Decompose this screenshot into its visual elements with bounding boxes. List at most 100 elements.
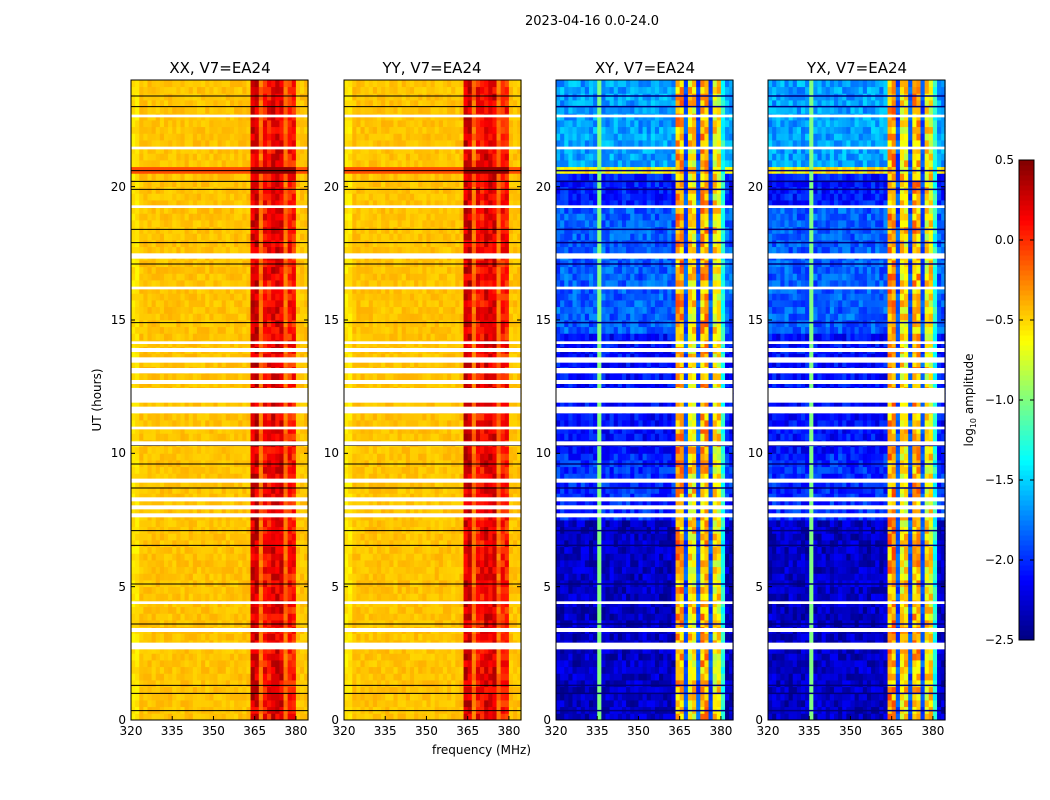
heatmap-cell (163, 453, 169, 461)
heatmap-cell (283, 186, 289, 194)
heatmap-cell (492, 653, 497, 661)
heatmap-cell (275, 93, 280, 101)
heatmap-cell (364, 633, 370, 641)
heatmap-cell (229, 420, 235, 428)
heatmap-cell (192, 100, 198, 108)
heatmap-cell (139, 213, 144, 221)
heatmap-cell (209, 666, 214, 674)
heatmap-cell (271, 500, 276, 508)
heatmap-cell (131, 120, 136, 128)
heatmap-cell (250, 586, 256, 594)
heatmap-cell (155, 486, 161, 494)
heatmap-cell (267, 606, 272, 614)
heatmap-cell (254, 146, 260, 154)
heatmap-cell (163, 660, 169, 668)
heatmap-cell (246, 193, 251, 201)
heatmap-cell (250, 566, 256, 574)
heatmap-cell (295, 140, 301, 148)
heatmap-cell (155, 473, 161, 481)
heatmap-cell (258, 233, 264, 241)
heatmap-cell (205, 280, 210, 288)
heatmap-cell (180, 646, 185, 654)
heatmap-cell (300, 226, 305, 234)
heatmap-cell (438, 646, 444, 654)
heatmap-cell (295, 500, 301, 508)
heatmap-cell (163, 420, 169, 428)
heatmap-cell (147, 146, 153, 154)
heatmap-cell (295, 686, 301, 694)
heatmap-cell (176, 146, 181, 154)
heatmap-cell (168, 193, 173, 201)
heatmap-cell (180, 146, 185, 154)
heatmap-cell (368, 700, 374, 708)
heatmap-cell (287, 613, 293, 621)
heatmap-cell (262, 520, 268, 528)
heatmap-cell (188, 613, 194, 621)
heatmap-cell (163, 220, 169, 228)
heatmap-cell (135, 93, 140, 101)
heatmap-cell (188, 213, 194, 221)
heatmap-cell (143, 613, 148, 621)
heatmap-cell (234, 100, 239, 108)
heatmap-cell (409, 653, 415, 661)
heatmap-cell (172, 306, 177, 314)
heatmap-cell (196, 233, 202, 241)
heatmap-cell (229, 700, 235, 708)
heatmap-cell (271, 100, 276, 108)
heatmap-cell (168, 713, 173, 721)
heatmap-cell (258, 120, 264, 128)
heatmap-cell (217, 186, 223, 194)
heatmap-cell (262, 180, 268, 188)
heatmap-cell (238, 540, 243, 548)
heatmap-cell (504, 633, 510, 641)
heatmap-cell (217, 426, 223, 434)
heatmap-cell (451, 700, 456, 708)
heatmap-cell (147, 133, 153, 141)
heatmap-cell (381, 613, 386, 621)
heatmap-cell (262, 713, 268, 721)
heatmap-cell (258, 520, 264, 528)
heatmap-cell (135, 266, 140, 274)
heatmap-cell (283, 226, 289, 234)
heatmap-cell (135, 86, 140, 94)
heatmap-cell (426, 633, 431, 641)
heatmap-cell (405, 653, 411, 661)
heatmap-cell (213, 313, 218, 321)
heatmap-cell (409, 646, 415, 654)
heatmap-cell (201, 320, 206, 328)
heatmap-cell (295, 280, 301, 288)
heatmap-cell (447, 633, 452, 641)
heatmap-cell (155, 453, 161, 461)
heatmap-cell (295, 220, 301, 228)
heatmap-cell (192, 646, 198, 654)
heatmap-cell (238, 146, 243, 154)
heatmap-cell (147, 500, 153, 508)
heatmap-cell (246, 273, 251, 281)
heatmap-cell (155, 426, 161, 434)
heatmap-cell (254, 613, 260, 621)
heatmap-cell (155, 673, 161, 681)
heatmap-cell (291, 453, 297, 461)
heatmap-cell (295, 473, 301, 481)
heatmap-cell (295, 540, 301, 548)
heatmap-cell (221, 100, 227, 108)
heatmap-cell (163, 686, 169, 694)
heatmap-cell (184, 400, 190, 408)
heatmap-cell (279, 213, 284, 221)
heatmap-cell (238, 680, 243, 688)
heatmap-cell (196, 246, 202, 254)
heatmap-cell (172, 666, 177, 674)
heatmap-cell (496, 666, 502, 674)
heatmap-cell (209, 553, 214, 561)
heatmap-cell (283, 140, 289, 148)
heatmap-cell (135, 313, 140, 321)
heatmap-cell (442, 660, 448, 668)
heatmap-cell (139, 280, 144, 288)
heatmap-cell (180, 353, 185, 361)
heatmap-cell (500, 680, 506, 688)
heatmap-cell (300, 400, 305, 408)
heatmap-cell (176, 480, 181, 488)
heatmap-cell (139, 106, 144, 114)
heatmap-cell (426, 666, 431, 674)
heatmap-cell (368, 693, 374, 701)
